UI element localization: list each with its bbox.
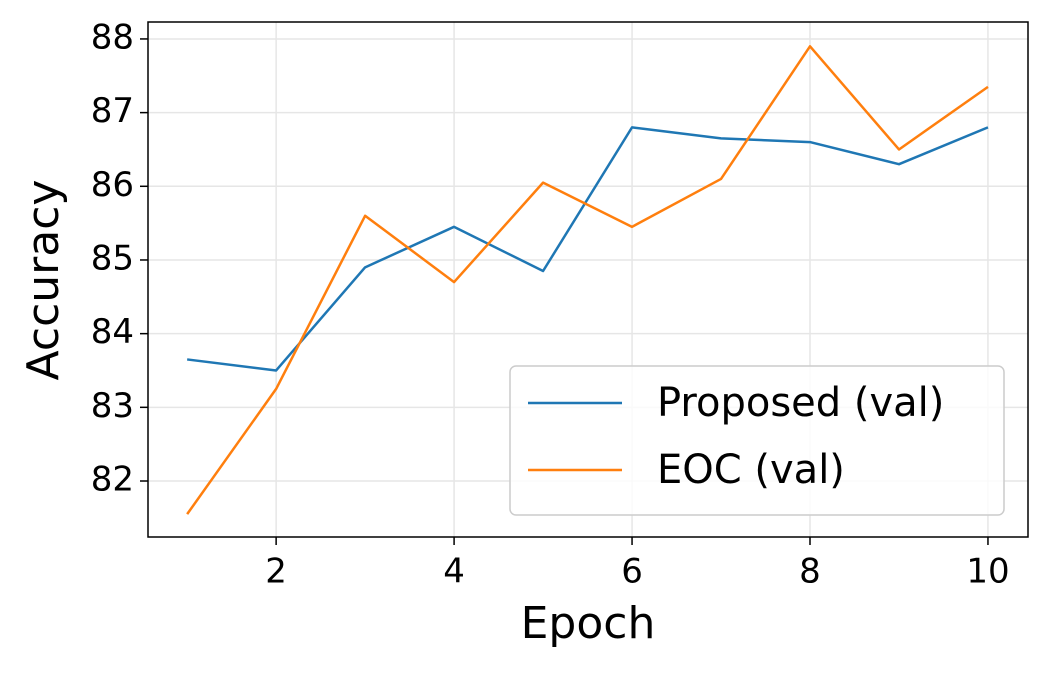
y-tick-label: 85 [91, 238, 134, 278]
x-tick-label: 4 [443, 552, 465, 592]
y-tick-label: 87 [91, 91, 134, 131]
x-tick-label: 2 [265, 552, 287, 592]
legend-label: Proposed (val) [657, 380, 944, 426]
y-tick-label: 86 [91, 165, 134, 205]
x-tick-label: 10 [966, 552, 1009, 592]
x-tick-label: 8 [799, 552, 821, 592]
y-tick-label: 88 [91, 17, 134, 57]
x-axis-label: Epoch [521, 598, 656, 649]
plot-frame [147, 21, 1029, 538]
legend-label: EOC (val) [657, 447, 845, 493]
y-axis-label: Accuracy [18, 180, 69, 381]
y-tick-label: 83 [91, 386, 134, 426]
legend-box [509, 365, 1005, 516]
x-tick-label: 6 [621, 552, 643, 592]
y-tick-label: 82 [91, 460, 134, 500]
data-line [186, 45, 989, 515]
data-line [186, 126, 989, 372]
y-tick-label: 84 [91, 312, 134, 352]
